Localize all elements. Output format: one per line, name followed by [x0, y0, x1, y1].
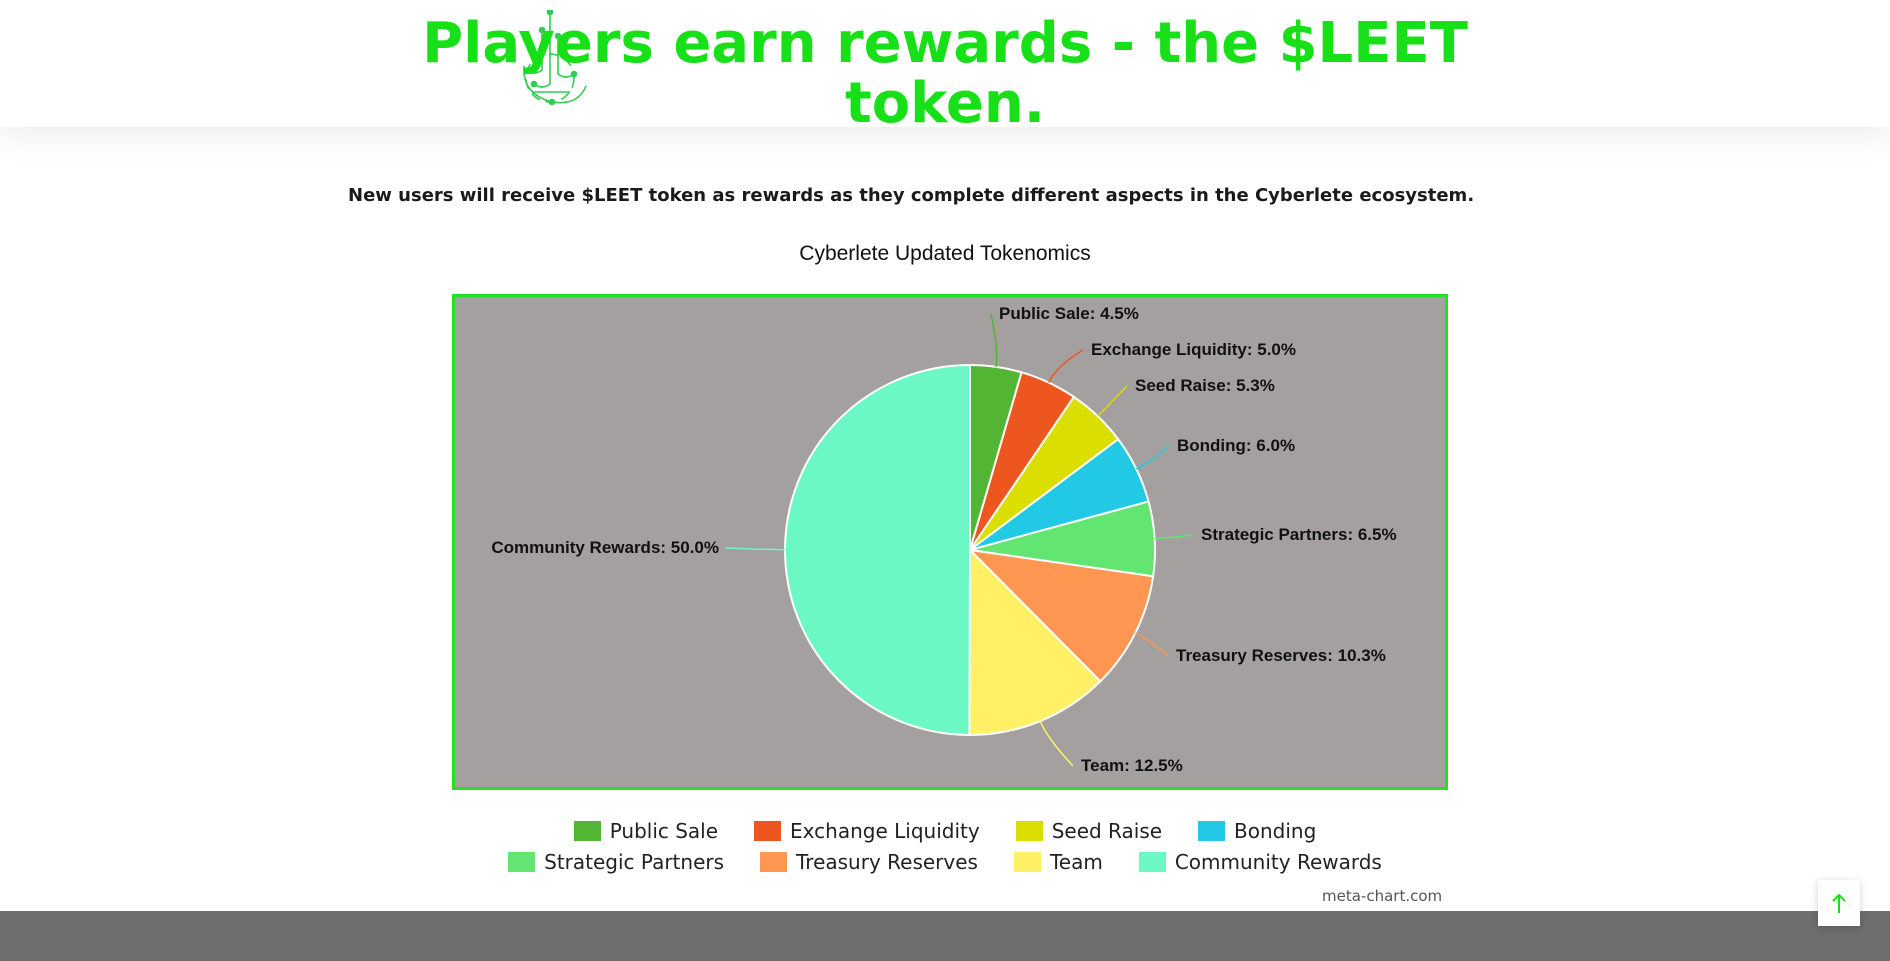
- leader-line: [1135, 445, 1170, 470]
- legend-item: Strategic Partners: [508, 850, 724, 874]
- site-header: Players earn rewards - the $LEET token.: [0, 0, 1890, 134]
- slice-label: Strategic Partners: 6.5%: [1201, 525, 1397, 544]
- tokenomics-pie-chart: Public Sale: 4.5% Exchange Liquidity: 5.0…: [452, 294, 1448, 790]
- legend-label: Treasury Reserves: [796, 849, 978, 874]
- slice-label: Community Rewards: 50.0%: [491, 538, 719, 557]
- chart-credit[interactable]: meta-chart.com: [1322, 887, 1443, 905]
- slice-label: Public Sale: 4.5%: [999, 304, 1139, 323]
- legend-swatch: [508, 851, 536, 872]
- legend-swatch: [754, 820, 782, 841]
- leader-line: [1097, 385, 1128, 417]
- chart-title: Cyberlete Updated Tokenomics: [799, 242, 1091, 265]
- pie-slice: [968, 547, 1102, 736]
- legend-swatch: [1013, 851, 1041, 872]
- slice-label: Seed Raise: 5.3%: [1135, 376, 1275, 395]
- pie-chart-svg: Public Sale: 4.5% Exchange Liquidity: 5.0…: [491, 304, 1397, 775]
- legend-item: Community Rewards: [1138, 849, 1382, 874]
- leader-line: [1154, 534, 1194, 540]
- logo-icon[interactable]: [512, 10, 592, 110]
- leader-line: [1039, 720, 1074, 767]
- slice-label: Bonding: 6.0%: [1177, 436, 1295, 455]
- legend-label: Community Rewards: [1174, 849, 1382, 874]
- legend-label: Seed Raise: [1051, 818, 1163, 843]
- leader-line: [724, 547, 786, 551]
- pie-slice: [967, 548, 1155, 683]
- legend-label: Exchange Liquidity: [790, 818, 980, 843]
- legend-swatch: [1015, 820, 1043, 841]
- legend-row: Public Sale Exchange Liquidity Seed Rais…: [0, 815, 1890, 846]
- slice-label: Exchange Liquidity: 5.0%: [1091, 340, 1296, 359]
- legend-item: Bonding: [1198, 819, 1316, 843]
- intro-text: New users will receive $LEET token as re…: [348, 185, 1475, 206]
- legend-row: Strategic Partners Treasury Reserves Tea…: [0, 846, 1890, 877]
- page-footer: [0, 911, 1890, 961]
- arrow-up-icon: [1832, 893, 1846, 913]
- leader-line: [1134, 632, 1169, 657]
- legend-swatch: [573, 820, 601, 841]
- legend-item: Treasury Reserves: [760, 850, 978, 874]
- page-headline: Players earn rewards - the $LEET token.: [422, 11, 1468, 136]
- legend-item: Seed Raise: [1015, 818, 1163, 843]
- slice-label: Team: 12.5%: [1081, 756, 1183, 775]
- leader-line: [990, 313, 998, 367]
- leader-line: [1048, 349, 1084, 383]
- legend-swatch: [760, 851, 788, 872]
- legend-item: Public Sale: [573, 818, 719, 843]
- legend-label: Public Sale: [609, 818, 719, 843]
- scroll-to-top-button[interactable]: [1818, 880, 1860, 926]
- legend-label: Strategic Partners: [544, 849, 725, 874]
- chart-legend: Public Sale Exchange Liquidity Seed Rais…: [0, 815, 1890, 877]
- legend-item: Team: [1013, 849, 1103, 874]
- legend-item: Exchange Liquidity: [754, 819, 980, 843]
- slice-label: Treasury Reserves: 10.3%: [1176, 646, 1386, 665]
- pie-slice: [784, 363, 971, 737]
- legend-swatch: [1198, 820, 1226, 841]
- legend-swatch: [1138, 851, 1166, 872]
- legend-label: Team: [1049, 849, 1103, 874]
- legend-label: Bonding: [1234, 818, 1317, 843]
